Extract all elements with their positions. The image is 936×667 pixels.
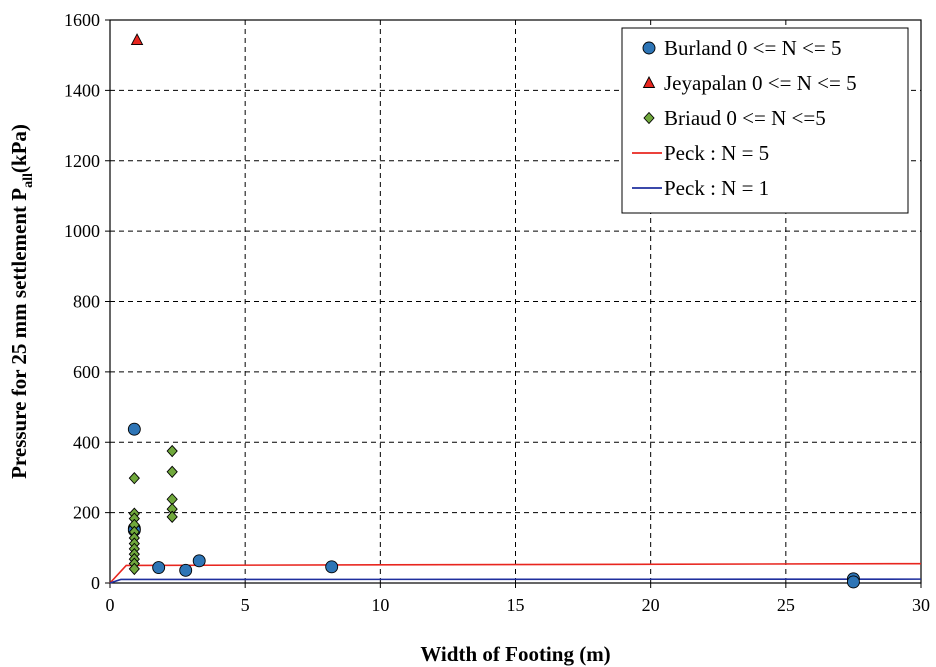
- legend-label: Peck : N = 1: [664, 176, 769, 200]
- y-tick-label: 600: [73, 362, 100, 382]
- legend-marker-swatch: [643, 111, 655, 125]
- series-line: [109, 578, 922, 584]
- gridlines: [110, 20, 921, 583]
- legend-marker-swatch: [642, 41, 656, 55]
- y-axis-title-unit: (kPa): [7, 124, 31, 173]
- y-tick-label: 1400: [64, 80, 100, 100]
- series-line: [109, 562, 922, 584]
- y-axis-title: Pressure for 25 mm settlement Pall(kPa): [7, 124, 36, 479]
- x-axis-title: Width of Footing (m): [420, 642, 610, 666]
- y-tick-label: 200: [73, 503, 100, 523]
- y-axis-ticks: 0 200 400 600 800 1000 1200 1400 1600: [64, 10, 110, 593]
- y-tick-label: 800: [73, 292, 100, 312]
- data-point: [130, 33, 144, 46]
- y-tick-label: 1200: [64, 151, 100, 171]
- x-tick-label: 15: [507, 595, 525, 615]
- data-point: [127, 422, 141, 436]
- y-tick-label: 1600: [64, 10, 100, 30]
- series-line: [109, 562, 922, 584]
- y-tick-label: 1000: [64, 221, 100, 241]
- legend-label: Burland 0 <= N <= 5: [664, 36, 841, 60]
- data-point: [325, 560, 339, 574]
- series-diamond: [128, 444, 178, 576]
- legend-box: [621, 27, 909, 214]
- data-point: [128, 471, 140, 485]
- x-axis-ticks: 0 5 10 15 20 25 30: [106, 583, 930, 615]
- data-point: [846, 575, 860, 589]
- legend-label: Jeyapalan 0 <= N <= 5: [664, 71, 857, 95]
- x-tick-label: 20: [642, 595, 660, 615]
- data-point: [179, 563, 193, 577]
- legend-item: Peck : N = 1: [632, 176, 769, 200]
- x-tick-label: 30: [912, 595, 930, 615]
- legend-item: Briaud 0 <= N <=5: [643, 106, 826, 130]
- legend-label: Briaud 0 <= N <=5: [664, 106, 826, 130]
- data-point: [166, 465, 178, 478]
- y-tick-label: 400: [73, 432, 100, 452]
- x-tick-label: 0: [106, 595, 115, 615]
- x-tick-label: 25: [777, 595, 795, 615]
- data-point: [128, 562, 140, 576]
- x-tick-label: 10: [371, 595, 389, 615]
- series-layer: [109, 33, 922, 589]
- legend-marker-swatch: [642, 76, 656, 88]
- series-triangle: [130, 33, 144, 46]
- legend-item: Peck : N = 5: [632, 141, 769, 165]
- y-axis-title-main: Pressure for 25 mm settlement P: [7, 188, 31, 479]
- y-tick-label: 0: [91, 573, 100, 593]
- data-point: [166, 510, 178, 524]
- data-point: [166, 444, 178, 458]
- legend-item: Burland 0 <= N <= 5: [642, 36, 841, 60]
- legend-item: Jeyapalan 0 <= N <= 5: [642, 71, 857, 95]
- data-point: [192, 554, 206, 568]
- series-line: [109, 578, 922, 584]
- data-point: [152, 561, 166, 574]
- x-tick-label: 5: [241, 595, 250, 615]
- y-axis-title-subscript: all: [21, 173, 36, 188]
- legend-label: Peck : N = 5: [664, 141, 769, 165]
- legend: Burland 0 <= N <= 5 Jeyapalan 0 <= N <= 5…: [621, 27, 909, 214]
